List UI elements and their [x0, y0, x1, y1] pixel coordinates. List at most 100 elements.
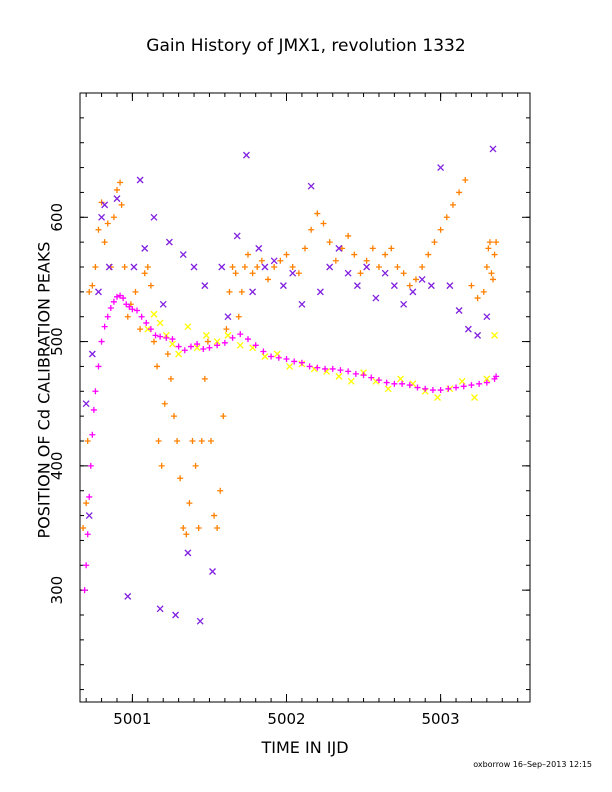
data-point: [437, 387, 444, 394]
data-point: [332, 257, 339, 264]
data-point: [455, 307, 463, 314]
data-point: [220, 413, 227, 420]
data-point: [206, 344, 213, 351]
data-point: [289, 269, 297, 277]
data-point: [193, 344, 201, 352]
series-3: [81, 292, 500, 594]
data-point: [147, 326, 154, 333]
data-point: [150, 338, 157, 345]
data-point: [183, 531, 190, 538]
data-point: [105, 263, 113, 271]
data-point: [187, 343, 194, 350]
data-point: [279, 282, 287, 290]
data-point: [431, 239, 438, 246]
data-point: [446, 282, 454, 290]
data-point: [462, 177, 469, 183]
y-axis-label: POSITION OF Cd CALIBRATION PEAKS: [34, 241, 54, 539]
data-point: [271, 264, 278, 270]
data-point: [291, 358, 298, 365]
x-axis-label: TIME IN IJD: [261, 738, 349, 757]
data-point: [456, 189, 463, 196]
data-point: [132, 288, 139, 295]
data-point: [368, 374, 375, 381]
data-point: [226, 288, 233, 295]
data-point: [483, 313, 491, 321]
data-point: [363, 263, 371, 271]
data-point: [150, 213, 158, 221]
data-point: [169, 336, 176, 343]
data-point: [126, 303, 133, 310]
data-point: [483, 379, 490, 386]
data-point: [110, 298, 117, 305]
data-point: [464, 325, 472, 333]
data-point: [121, 264, 128, 270]
data-point: [143, 319, 150, 326]
data-point: [141, 270, 148, 277]
data-point: [375, 264, 382, 270]
data-point: [104, 313, 111, 320]
data-point: [171, 413, 178, 420]
data-point: [306, 363, 313, 370]
data-point: [238, 288, 245, 295]
data-point: [427, 282, 435, 290]
data-point: [163, 334, 170, 341]
data-point: [490, 276, 497, 283]
data-point: [480, 288, 487, 295]
data-point: [235, 313, 242, 320]
data-point: [261, 263, 269, 271]
data-point: [124, 592, 132, 600]
data-point: [493, 373, 500, 380]
data-point: [298, 300, 306, 308]
data-point: [81, 587, 88, 594]
data-point: [351, 251, 358, 258]
data-point: [468, 282, 475, 289]
data-point: [460, 383, 467, 390]
y-tick-label: 500: [48, 327, 66, 356]
data-point: [150, 310, 158, 318]
data-point: [144, 264, 151, 270]
data-point: [98, 213, 106, 221]
data-point: [82, 400, 90, 408]
data-point: [221, 339, 228, 346]
data-point: [180, 525, 187, 531]
data-point: [383, 379, 390, 386]
data-point: [486, 239, 493, 246]
data-point: [326, 263, 334, 271]
axis-ticks: 5001 5002 5003 300 400 500 600: [48, 93, 530, 728]
data-point: [167, 375, 174, 382]
data-point: [485, 245, 492, 252]
data-point: [347, 377, 355, 385]
data-point: [86, 288, 93, 295]
data-point: [286, 362, 294, 370]
data-point: [144, 325, 152, 333]
data-point: [189, 438, 196, 444]
data-point: [418, 275, 426, 283]
series-0: [80, 177, 500, 538]
data-point: [394, 264, 401, 270]
x-tick-label: 5003: [422, 710, 460, 728]
data-point: [489, 145, 497, 153]
data-point: [381, 269, 389, 277]
data-point: [241, 264, 248, 270]
data-point: [83, 500, 90, 507]
data-point: [172, 611, 180, 619]
data-point: [104, 220, 111, 227]
data-point: [252, 342, 259, 349]
data-point: [87, 462, 94, 469]
data-point: [198, 438, 205, 444]
data-point: [165, 238, 173, 246]
data-point: [437, 226, 444, 233]
data-point: [268, 353, 275, 360]
data-point: [129, 306, 136, 313]
data-point: [314, 210, 321, 217]
data-point: [152, 332, 159, 339]
data-point: [196, 617, 204, 625]
data-point: [217, 487, 224, 494]
data-point: [101, 239, 108, 246]
data-point: [232, 270, 239, 277]
data-point: [483, 375, 491, 383]
data-point: [443, 214, 450, 221]
data-point: [83, 562, 90, 569]
data-point: [141, 244, 149, 252]
data-point: [382, 251, 389, 258]
